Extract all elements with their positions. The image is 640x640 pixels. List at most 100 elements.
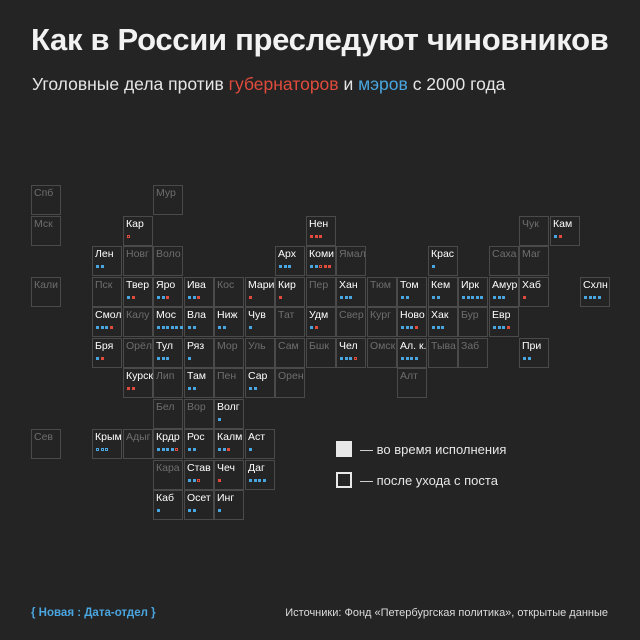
region-code: Кос <box>217 279 235 291</box>
region-cell: Чув <box>245 307 275 337</box>
mayor-case-mark <box>157 357 160 360</box>
mayor-case-mark <box>283 265 287 268</box>
governor-case-mark <box>558 235 562 238</box>
governor-case-mark <box>353 357 357 360</box>
mayor-case-mark <box>314 265 318 268</box>
mayor-case-mark <box>597 296 601 299</box>
mayor-case-mark <box>554 235 557 238</box>
region-code: Свер <box>339 309 364 321</box>
mayor-case-mark <box>462 296 465 299</box>
region-code: Вор <box>187 401 206 413</box>
region-code: Калу <box>126 309 150 321</box>
region-cell: Чук <box>519 216 549 246</box>
mayor-case-mark <box>192 509 196 512</box>
region-cell: Сев <box>31 429 61 459</box>
region-cell: Калу <box>123 307 153 337</box>
region-code: Смол <box>95 309 122 321</box>
governor-case-mark <box>506 326 510 329</box>
region-code: Тат <box>278 309 295 321</box>
mayor-case-mark <box>170 448 174 451</box>
mayor-case-mark <box>157 326 160 329</box>
region-cell: Маг <box>519 246 549 276</box>
region-code: Ниж <box>217 309 238 321</box>
governor-case-mark <box>100 357 104 360</box>
mayor-case-mark <box>157 448 160 451</box>
region-code: Бря <box>95 340 114 352</box>
mayor-case-mark <box>310 326 313 329</box>
region-cell: Омск <box>367 338 397 368</box>
region-code: Омск <box>370 340 396 352</box>
governor-case-mark <box>175 448 178 451</box>
mayor-case-mark <box>497 296 501 299</box>
governor-case-mark <box>310 235 313 238</box>
region-cell: Аст <box>245 429 275 459</box>
legend-filled-square <box>336 441 352 457</box>
governor-case-mark <box>279 296 282 299</box>
region-cell: Новг <box>123 246 153 276</box>
legend-outline-square <box>336 472 352 488</box>
subtitle-mayors: мэров <box>358 74 408 94</box>
mayor-case-mark <box>166 326 169 329</box>
region-cell: Став <box>184 460 214 490</box>
subtitle-middle: и <box>338 74 359 94</box>
region-cell: Вор <box>184 399 214 429</box>
region-cell: Хан <box>336 277 366 307</box>
mayor-case-mark <box>105 326 108 329</box>
mayor-case-mark <box>344 296 348 299</box>
region-cell: Заб <box>458 338 488 368</box>
region-code: Адыг <box>126 431 151 443</box>
region-code: Кали <box>34 279 58 291</box>
mayor-case-mark <box>157 296 160 299</box>
region-code: Мари <box>248 279 275 291</box>
region-cell: Крас <box>428 246 458 276</box>
region-code: Яро <box>156 279 176 291</box>
region-code: Заб <box>461 340 480 352</box>
region-cell: Кар <box>123 216 153 246</box>
governor-case-mark <box>131 387 135 390</box>
mayor-case-mark <box>249 448 252 451</box>
region-code: Уль <box>248 340 266 352</box>
region-cell: Нен <box>306 216 336 246</box>
region-cell: Хак <box>428 307 458 337</box>
region-cell: Том <box>397 277 427 307</box>
region-cell: Бур <box>458 307 488 337</box>
mayor-case-mark <box>310 265 313 268</box>
region-code: Тыва <box>431 340 456 352</box>
region-code: Сар <box>248 370 268 382</box>
mayor-case-mark <box>188 509 191 512</box>
mayor-case-mark <box>218 509 221 512</box>
mayor-case-mark <box>105 448 108 451</box>
region-code: Каб <box>156 492 174 504</box>
mayor-case-mark <box>218 326 221 329</box>
region-code: Мор <box>217 340 238 352</box>
region-cell: Ирк <box>458 277 488 307</box>
region-cell: Вла <box>184 307 214 337</box>
region-cell: Там <box>184 368 214 398</box>
region-cell: Адыг <box>123 429 153 459</box>
region-code: Хаб <box>522 279 541 291</box>
mayor-case-mark <box>188 326 191 329</box>
region-cell: Даг <box>245 460 275 490</box>
region-cell: Крдр <box>153 429 183 459</box>
mayor-case-mark <box>188 296 191 299</box>
mayor-case-mark <box>218 448 221 451</box>
region-code: Кург <box>370 309 391 321</box>
region-code: Новг <box>126 248 149 260</box>
region-cell: Тат <box>275 307 305 337</box>
governor-case-mark <box>328 265 331 268</box>
region-code: Кир <box>278 279 296 291</box>
governor-case-mark <box>166 296 169 299</box>
region-code: Крас <box>431 248 455 260</box>
region-cell: Осет <box>184 490 214 520</box>
region-cell: Кара <box>153 460 183 490</box>
region-cell: Кем <box>428 277 458 307</box>
region-cell: Бшк <box>306 338 336 368</box>
region-code: Вла <box>187 309 206 321</box>
region-cell: Каб <box>153 490 183 520</box>
region-code: Волг <box>217 401 240 413</box>
region-code: Мск <box>34 218 53 230</box>
region-code: Чув <box>248 309 266 321</box>
mayor-case-mark <box>161 448 165 451</box>
mayor-case-mark <box>222 448 226 451</box>
